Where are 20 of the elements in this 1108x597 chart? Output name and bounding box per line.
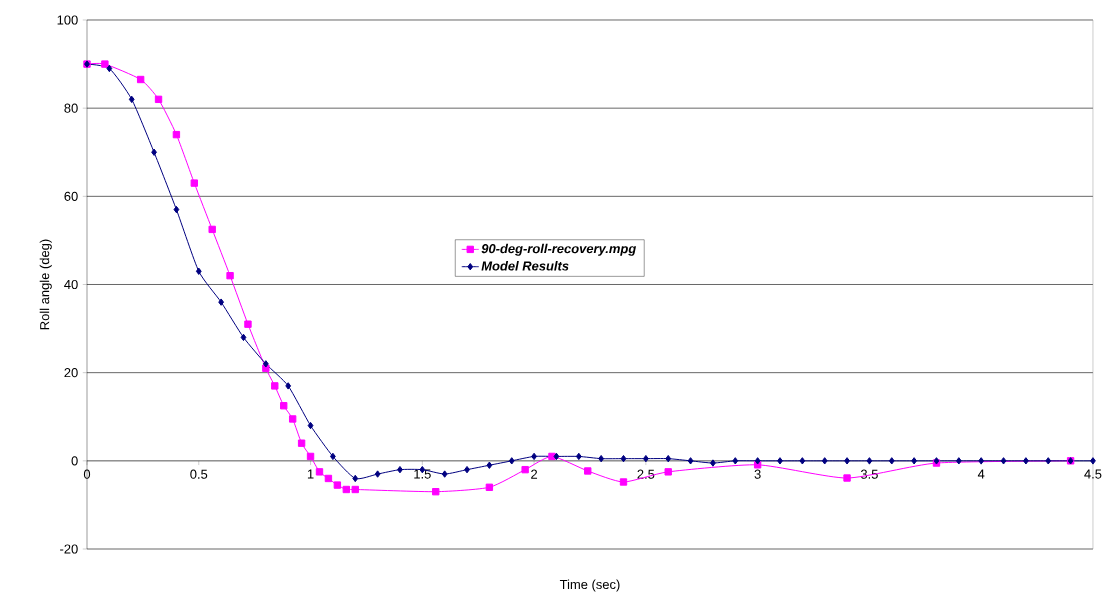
x-tick-label: 4.5 <box>1084 469 1102 479</box>
y-tick-label: -20 <box>60 544 78 554</box>
x-tick-label: 1 <box>307 469 314 479</box>
y-axis-title: Roll angle (deg) <box>39 239 52 330</box>
x-tick-label: 2.5 <box>637 469 655 479</box>
x-tick-label: 1.5 <box>414 469 431 479</box>
x-axis-title: Time (sec) <box>559 579 620 592</box>
legend-label: Model Results <box>481 261 569 271</box>
y-tick-label: 80 <box>64 103 78 113</box>
x-tick-label: 4 <box>977 469 985 479</box>
legend-label: 90-deg-roll-recovery.mpg <box>481 243 637 256</box>
y-tick-label: 40 <box>64 279 78 290</box>
x-tick-label: 2 <box>531 469 538 479</box>
y-tick-label: 20 <box>64 368 78 378</box>
y-tick-label: 100 <box>57 15 78 25</box>
x-tick-label: 3 <box>754 469 761 479</box>
y-tick-label: 0 <box>71 456 78 466</box>
x-tick-label: 0.5 <box>190 469 208 479</box>
y-tick-label: 60 <box>64 191 78 201</box>
x-tick-label: 0 <box>83 469 91 479</box>
